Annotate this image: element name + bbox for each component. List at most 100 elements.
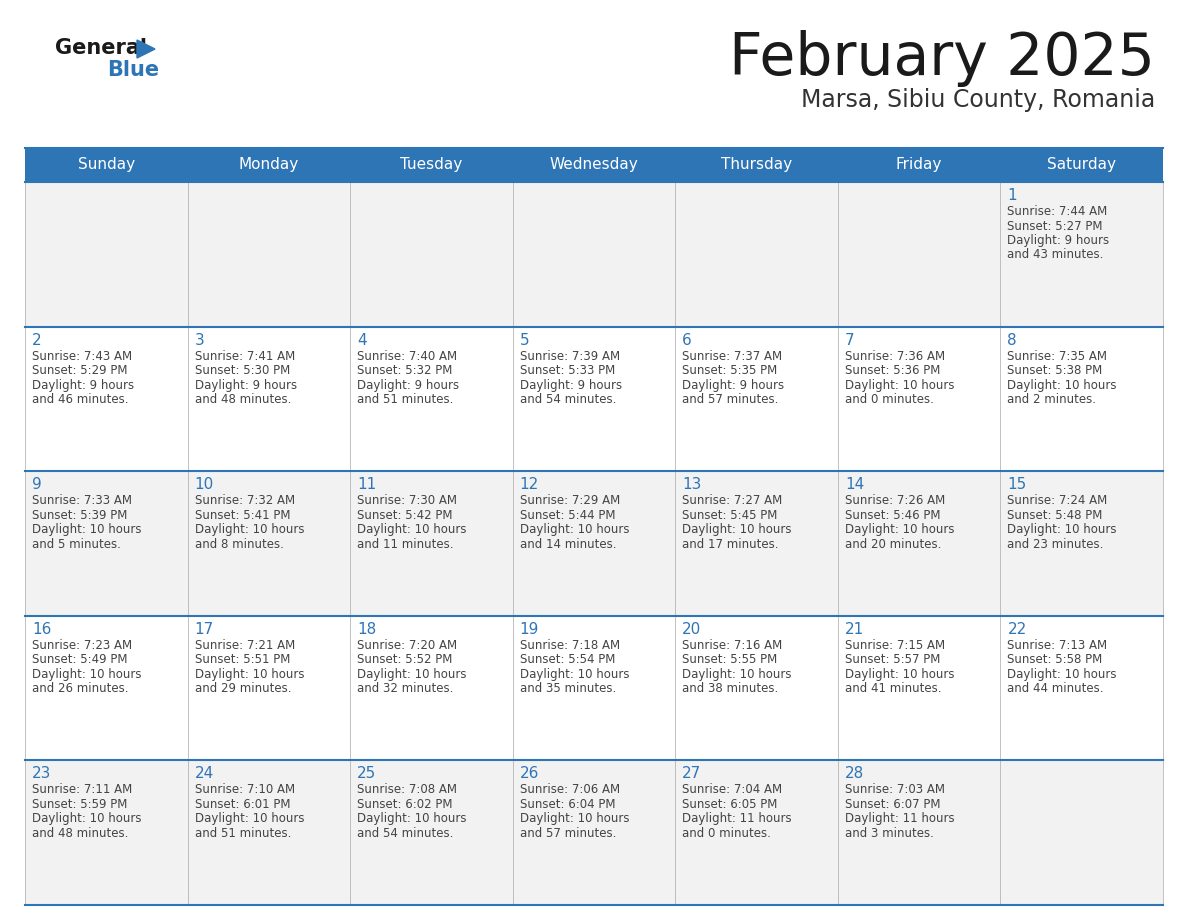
Text: 10: 10 xyxy=(195,477,214,492)
Text: Sunset: 5:57 PM: Sunset: 5:57 PM xyxy=(845,654,940,666)
Text: and 0 minutes.: and 0 minutes. xyxy=(845,393,934,406)
Bar xyxy=(188,327,350,471)
Text: Sunrise: 7:16 AM: Sunrise: 7:16 AM xyxy=(682,639,783,652)
Text: and 29 minutes.: and 29 minutes. xyxy=(195,682,291,695)
Text: Sunrise: 7:37 AM: Sunrise: 7:37 AM xyxy=(682,350,783,363)
Bar xyxy=(350,327,513,471)
Text: Daylight: 10 hours: Daylight: 10 hours xyxy=(1007,667,1117,681)
Text: Sunset: 6:04 PM: Sunset: 6:04 PM xyxy=(519,798,615,811)
Text: Sunset: 5:48 PM: Sunset: 5:48 PM xyxy=(1007,509,1102,521)
Text: and 17 minutes.: and 17 minutes. xyxy=(682,538,779,551)
Text: Sunrise: 7:41 AM: Sunrise: 7:41 AM xyxy=(195,350,295,363)
Text: 4: 4 xyxy=(358,332,367,348)
Text: Sunset: 5:49 PM: Sunset: 5:49 PM xyxy=(32,654,127,666)
Bar xyxy=(188,471,350,616)
Text: 25: 25 xyxy=(358,767,377,781)
Bar xyxy=(25,760,188,905)
Text: Sunset: 5:42 PM: Sunset: 5:42 PM xyxy=(358,509,453,521)
Text: Sunset: 5:39 PM: Sunset: 5:39 PM xyxy=(32,509,127,521)
Text: Sunrise: 7:35 AM: Sunrise: 7:35 AM xyxy=(1007,350,1107,363)
Bar xyxy=(25,182,188,327)
Text: 15: 15 xyxy=(1007,477,1026,492)
Text: and 43 minutes.: and 43 minutes. xyxy=(1007,249,1104,262)
Text: Sunrise: 7:36 AM: Sunrise: 7:36 AM xyxy=(845,350,944,363)
Text: 5: 5 xyxy=(519,332,530,348)
Text: Sunset: 5:35 PM: Sunset: 5:35 PM xyxy=(682,364,777,377)
Text: Sunset: 5:41 PM: Sunset: 5:41 PM xyxy=(195,509,290,521)
Bar xyxy=(1000,760,1163,905)
Bar xyxy=(25,616,188,760)
Text: 7: 7 xyxy=(845,332,854,348)
Text: Sunrise: 7:03 AM: Sunrise: 7:03 AM xyxy=(845,783,944,797)
Text: and 51 minutes.: and 51 minutes. xyxy=(195,827,291,840)
Bar xyxy=(513,471,675,616)
Text: Daylight: 10 hours: Daylight: 10 hours xyxy=(1007,378,1117,392)
Text: and 14 minutes.: and 14 minutes. xyxy=(519,538,617,551)
Text: Tuesday: Tuesday xyxy=(400,158,462,173)
Text: Sunrise: 7:29 AM: Sunrise: 7:29 AM xyxy=(519,494,620,508)
Text: Daylight: 10 hours: Daylight: 10 hours xyxy=(845,523,954,536)
Text: 2: 2 xyxy=(32,332,42,348)
Text: Daylight: 10 hours: Daylight: 10 hours xyxy=(358,667,467,681)
Text: Sunrise: 7:26 AM: Sunrise: 7:26 AM xyxy=(845,494,946,508)
Text: and 11 minutes.: and 11 minutes. xyxy=(358,538,454,551)
Text: Daylight: 11 hours: Daylight: 11 hours xyxy=(682,812,792,825)
Text: and 51 minutes.: and 51 minutes. xyxy=(358,393,454,406)
Text: Saturday: Saturday xyxy=(1047,158,1117,173)
Text: Sunrise: 7:08 AM: Sunrise: 7:08 AM xyxy=(358,783,457,797)
Bar xyxy=(188,760,350,905)
Text: Sunset: 5:29 PM: Sunset: 5:29 PM xyxy=(32,364,127,377)
Text: 20: 20 xyxy=(682,621,702,637)
Text: Sunday: Sunday xyxy=(77,158,135,173)
Text: Daylight: 10 hours: Daylight: 10 hours xyxy=(358,812,467,825)
Text: Sunrise: 7:11 AM: Sunrise: 7:11 AM xyxy=(32,783,132,797)
Bar xyxy=(1000,471,1163,616)
Text: Daylight: 10 hours: Daylight: 10 hours xyxy=(519,667,630,681)
Text: 1: 1 xyxy=(1007,188,1017,203)
Text: Sunset: 5:52 PM: Sunset: 5:52 PM xyxy=(358,654,453,666)
Text: 16: 16 xyxy=(32,621,51,637)
Bar xyxy=(838,327,1000,471)
Text: and 46 minutes.: and 46 minutes. xyxy=(32,393,128,406)
Text: and 5 minutes.: and 5 minutes. xyxy=(32,538,121,551)
Text: and 0 minutes.: and 0 minutes. xyxy=(682,827,771,840)
Bar xyxy=(350,182,513,327)
Text: Daylight: 9 hours: Daylight: 9 hours xyxy=(358,378,460,392)
Bar xyxy=(675,327,838,471)
Text: 14: 14 xyxy=(845,477,864,492)
Text: Daylight: 9 hours: Daylight: 9 hours xyxy=(1007,234,1110,247)
Text: and 38 minutes.: and 38 minutes. xyxy=(682,682,778,695)
Polygon shape xyxy=(137,40,154,58)
Text: Sunset: 6:02 PM: Sunset: 6:02 PM xyxy=(358,798,453,811)
Text: Thursday: Thursday xyxy=(721,158,792,173)
Text: Sunrise: 7:32 AM: Sunrise: 7:32 AM xyxy=(195,494,295,508)
Text: Sunrise: 7:10 AM: Sunrise: 7:10 AM xyxy=(195,783,295,797)
Bar xyxy=(675,471,838,616)
Text: Sunrise: 7:21 AM: Sunrise: 7:21 AM xyxy=(195,639,295,652)
Text: Sunrise: 7:04 AM: Sunrise: 7:04 AM xyxy=(682,783,783,797)
Text: Sunset: 6:07 PM: Sunset: 6:07 PM xyxy=(845,798,941,811)
Bar xyxy=(1000,182,1163,327)
Text: Daylight: 9 hours: Daylight: 9 hours xyxy=(195,378,297,392)
Text: Sunset: 5:54 PM: Sunset: 5:54 PM xyxy=(519,654,615,666)
Text: and 26 minutes.: and 26 minutes. xyxy=(32,682,128,695)
Text: Sunset: 5:58 PM: Sunset: 5:58 PM xyxy=(1007,654,1102,666)
Text: Sunrise: 7:30 AM: Sunrise: 7:30 AM xyxy=(358,494,457,508)
Text: Daylight: 10 hours: Daylight: 10 hours xyxy=(195,812,304,825)
Text: Daylight: 10 hours: Daylight: 10 hours xyxy=(519,523,630,536)
Text: 28: 28 xyxy=(845,767,864,781)
Text: 6: 6 xyxy=(682,332,693,348)
Text: 13: 13 xyxy=(682,477,702,492)
Text: 11: 11 xyxy=(358,477,377,492)
Text: Marsa, Sibiu County, Romania: Marsa, Sibiu County, Romania xyxy=(801,88,1155,112)
Text: Sunrise: 7:24 AM: Sunrise: 7:24 AM xyxy=(1007,494,1107,508)
Bar xyxy=(25,471,188,616)
Text: Sunset: 5:33 PM: Sunset: 5:33 PM xyxy=(519,364,615,377)
Text: Sunset: 5:36 PM: Sunset: 5:36 PM xyxy=(845,364,940,377)
Text: Sunset: 5:46 PM: Sunset: 5:46 PM xyxy=(845,509,941,521)
Text: Daylight: 10 hours: Daylight: 10 hours xyxy=(195,667,304,681)
Bar xyxy=(350,616,513,760)
Text: Wednesday: Wednesday xyxy=(550,158,638,173)
Text: and 35 minutes.: and 35 minutes. xyxy=(519,682,615,695)
Text: Daylight: 9 hours: Daylight: 9 hours xyxy=(682,378,784,392)
